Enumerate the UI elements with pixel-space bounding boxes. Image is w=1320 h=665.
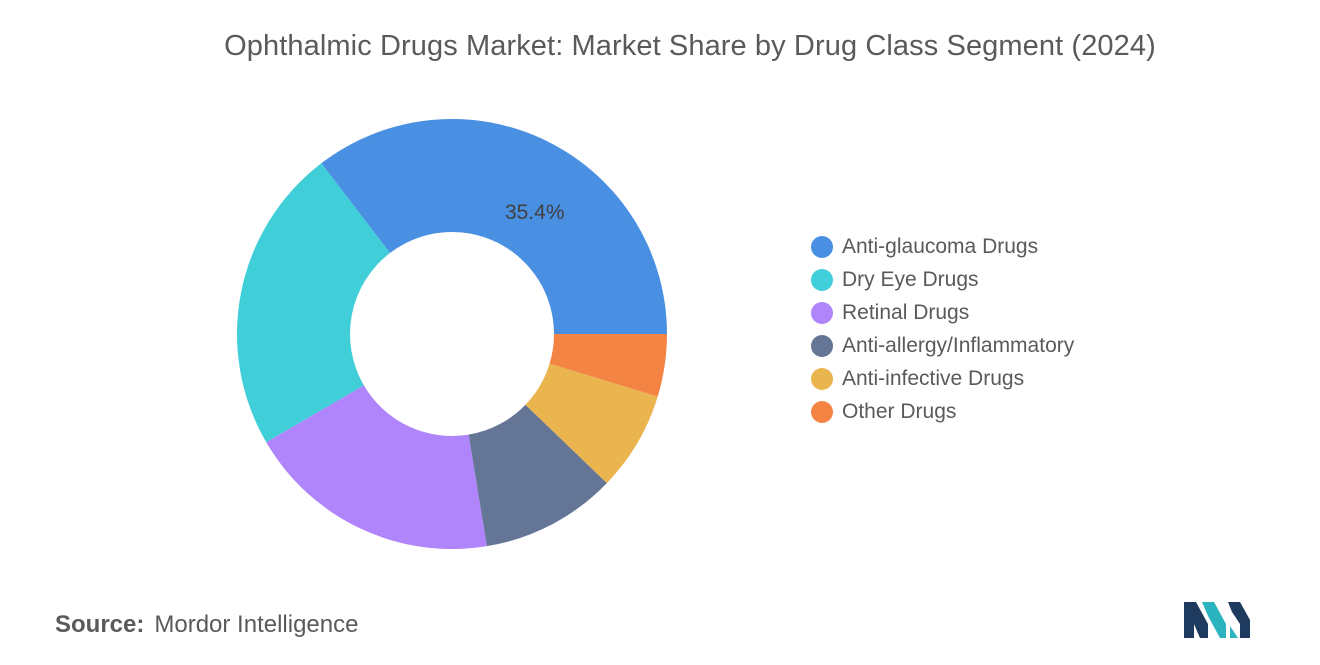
legend-swatch	[811, 334, 833, 357]
logo-shape-left	[1184, 602, 1208, 638]
logo-shape-accent	[1230, 626, 1238, 638]
legend-item: Anti-infective Drugs	[811, 362, 1074, 395]
donut-slice-retinal-drugs	[266, 385, 487, 549]
legend-label: Anti-glaucoma Drugs	[842, 234, 1039, 258]
legend-label: Anti-allergy/Inflammatory	[842, 333, 1075, 357]
legend-item: Other Drugs	[811, 395, 1074, 428]
legend-item: Retinal Drugs	[811, 296, 1074, 329]
legend: Anti-glaucoma Drugs Dry Eye Drugs Retina…	[811, 230, 1074, 428]
donut-slice-anti-glaucoma-drugs	[321, 119, 667, 334]
donut-slice-dry-eye-drugs	[236, 163, 390, 443]
chart-title: Ophthalmic Drugs Market: Market Share by…	[224, 30, 1156, 62]
legend-label: Other Drugs	[842, 399, 957, 423]
legend-swatch	[811, 235, 833, 258]
legend-label: Dry Eye Drugs	[842, 267, 979, 291]
mordor-intelligence-logo-icon	[1184, 602, 1250, 638]
legend-swatch	[811, 268, 833, 291]
legend-label: Anti-infective Drugs	[842, 366, 1025, 390]
legend-item: Dry Eye Drugs	[811, 263, 1074, 296]
legend-swatch	[811, 301, 833, 324]
legend-item: Anti-allergy/Inflammatory	[811, 329, 1074, 362]
source-note: Source: Mordor Intelligence	[55, 611, 358, 639]
data-label: 35.4%	[505, 201, 565, 224]
legend-label: Retinal Drugs	[842, 300, 970, 324]
legend-item: Anti-glaucoma Drugs	[811, 230, 1074, 263]
donut-slice-anti-allergy-inflammatory	[468, 404, 607, 547]
logo-shape-right	[1228, 602, 1250, 638]
source-value: Mordor Intelligence	[154, 611, 359, 638]
donut-slice-other-drugs	[549, 334, 667, 397]
source-label: Source:	[55, 611, 145, 638]
donut-slice-anti-infective-drugs	[525, 363, 658, 484]
legend-swatch	[811, 400, 833, 423]
legend-swatch	[811, 367, 833, 390]
logo-shape-mid	[1202, 602, 1226, 638]
